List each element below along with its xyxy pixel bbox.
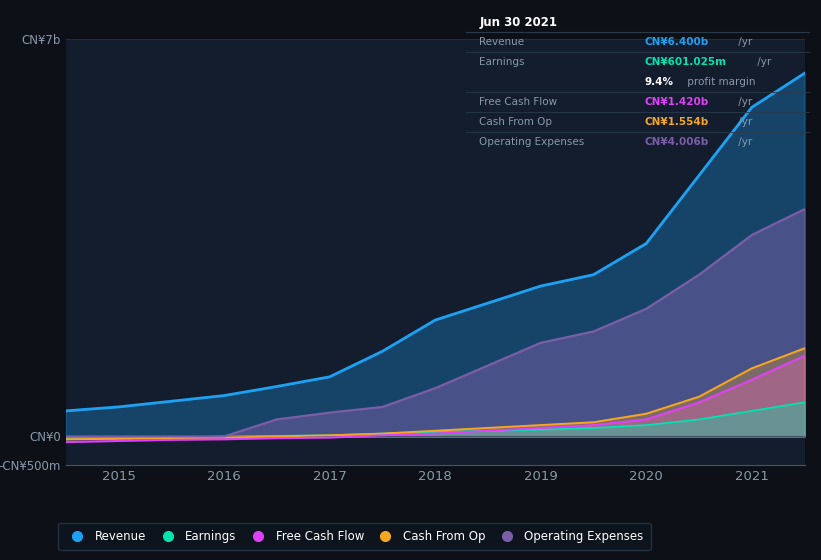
Legend: Revenue, Earnings, Free Cash Flow, Cash From Op, Operating Expenses: Revenue, Earnings, Free Cash Flow, Cash … bbox=[58, 522, 651, 550]
Text: CN¥1.554b: CN¥1.554b bbox=[644, 118, 709, 127]
Text: CN¥1.420b: CN¥1.420b bbox=[644, 97, 709, 108]
Text: Operating Expenses: Operating Expenses bbox=[479, 137, 585, 147]
Text: /yr: /yr bbox=[754, 57, 772, 67]
Text: CN¥601.025m: CN¥601.025m bbox=[644, 57, 727, 67]
Text: /yr: /yr bbox=[735, 137, 752, 147]
Text: CN¥6.400b: CN¥6.400b bbox=[644, 38, 709, 48]
Text: Cash From Op: Cash From Op bbox=[479, 118, 553, 127]
Text: CN¥4.006b: CN¥4.006b bbox=[644, 137, 709, 147]
Text: Free Cash Flow: Free Cash Flow bbox=[479, 97, 557, 108]
Text: /yr: /yr bbox=[735, 97, 752, 108]
Text: Jun 30 2021: Jun 30 2021 bbox=[479, 16, 557, 29]
Text: /yr: /yr bbox=[735, 38, 752, 48]
Text: 9.4%: 9.4% bbox=[644, 77, 674, 87]
Text: /yr: /yr bbox=[735, 118, 752, 127]
Text: Revenue: Revenue bbox=[479, 38, 525, 48]
Text: profit margin: profit margin bbox=[685, 77, 756, 87]
Text: Earnings: Earnings bbox=[479, 57, 525, 67]
